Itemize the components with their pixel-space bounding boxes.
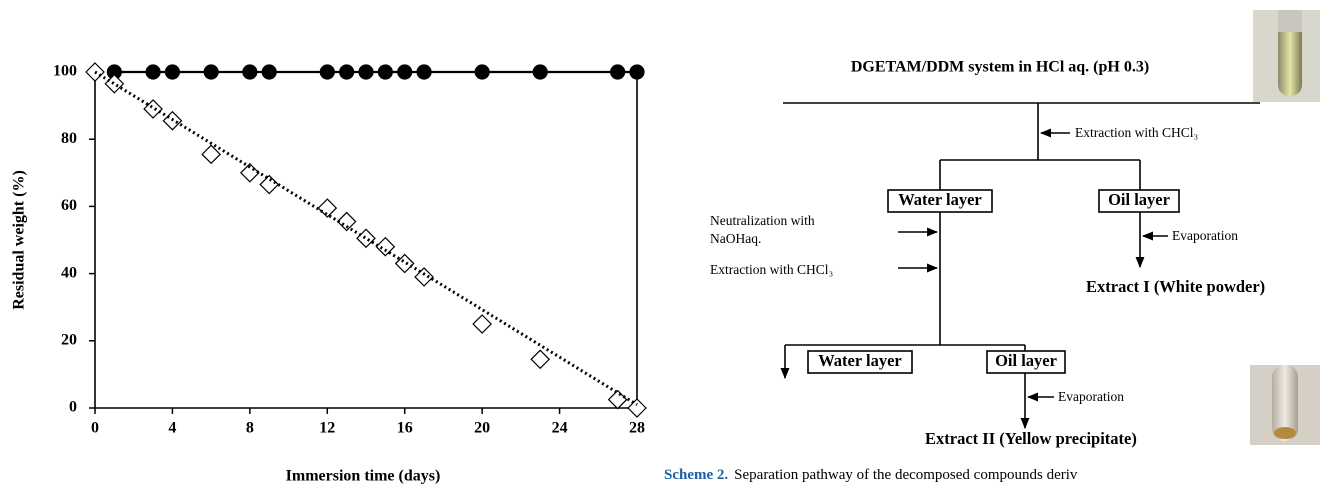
- x-tick-label: 0: [91, 420, 99, 437]
- point: [628, 399, 646, 417]
- y-tick-label: 100: [53, 63, 77, 80]
- step-label: Neutralization with: [710, 213, 815, 228]
- point: [475, 65, 489, 79]
- point: [243, 65, 257, 79]
- scheme-title: DGETAM/DDM system in HCl aq. (pH 0.3): [851, 59, 1149, 76]
- point: [609, 391, 627, 409]
- layer-label: Oil layer: [995, 351, 1057, 370]
- point: [165, 65, 179, 79]
- caption-label: Scheme 2.: [664, 467, 728, 483]
- photo: [1253, 10, 1320, 102]
- step-label: Extraction with CHCl₃: [710, 262, 833, 277]
- layer-label: Water layer: [898, 190, 982, 209]
- y-tick-label: 80: [61, 130, 77, 147]
- step-label: Evaporation: [1058, 389, 1124, 404]
- step-label: Extraction with CHCl₃: [1075, 125, 1198, 140]
- point: [260, 176, 278, 194]
- y-tick-label: 0: [69, 399, 77, 416]
- x-axis-title: Immersion time (days): [286, 468, 441, 485]
- figure: Immersion time (days) Residual weight (%…: [0, 0, 1320, 489]
- point: [146, 65, 160, 79]
- point: [320, 65, 334, 79]
- y-tick-label: 60: [61, 197, 77, 214]
- caption: Scheme 2. Separation pathway of the decom…: [664, 467, 1078, 483]
- point: [359, 65, 373, 79]
- point: [204, 65, 218, 79]
- point: [202, 145, 220, 163]
- point: [340, 65, 354, 79]
- chart: Immersion time (days) Residual weight (%…: [11, 63, 646, 485]
- point: [473, 315, 491, 333]
- x-tick-label: 12: [319, 420, 335, 437]
- x-tick-label: 8: [246, 420, 254, 437]
- x-tick-label: 20: [474, 420, 490, 437]
- point: [611, 65, 625, 79]
- x-tick-label: 28: [629, 420, 645, 437]
- point: [357, 229, 375, 247]
- x-tick-label: 4: [168, 420, 176, 437]
- photo: [1250, 365, 1320, 445]
- point: [376, 238, 394, 256]
- point: [262, 65, 276, 79]
- point: [105, 75, 123, 93]
- y-tick-label: 40: [61, 264, 77, 281]
- extract-label: Extract I (White powder): [1086, 277, 1265, 296]
- layer-label: Oil layer: [1108, 190, 1170, 209]
- step-label: NaOHaq.: [710, 231, 761, 246]
- caption-text: Separation pathway of the decomposed com…: [734, 467, 1078, 483]
- point: [415, 268, 433, 286]
- y-tick-label: 20: [61, 331, 77, 348]
- scheme: DGETAM/DDM system in HCl aq. (pH 0.3) Ex…: [664, 10, 1320, 483]
- point: [533, 65, 547, 79]
- y-axis-title: Residual weight (%): [11, 170, 28, 310]
- point: [378, 65, 392, 79]
- point: [398, 65, 412, 79]
- step-label: Evaporation: [1172, 228, 1238, 243]
- point: [417, 65, 431, 79]
- layer-label: Water layer: [818, 351, 902, 370]
- x-tick-label: 24: [552, 420, 568, 437]
- point: [630, 65, 644, 79]
- point: [318, 199, 336, 217]
- point: [531, 350, 549, 368]
- extract-label: Extract II (Yellow precipitate): [925, 429, 1137, 448]
- x-tick-label: 16: [397, 420, 413, 437]
